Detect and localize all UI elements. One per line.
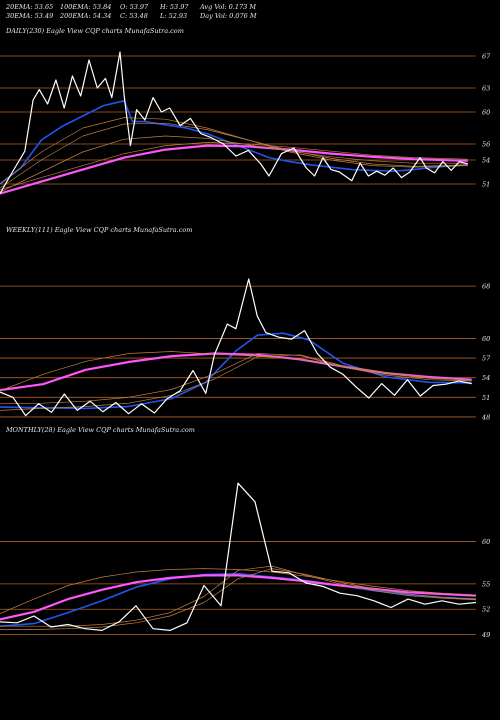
low-stat: L: 52.93	[160, 12, 188, 20]
daily-series-ema_long-1	[0, 144, 468, 195]
monthly-series-price-5	[0, 482, 477, 631]
daily-chart: DAILY(230) Eagle View CQP charts MunafaS…	[0, 27, 491, 195]
day-vol-stat: Day Vol: 0.076 M	[200, 12, 257, 20]
weekly-ytick-51: 51	[482, 394, 490, 402]
monthly-ytick-49: 49	[481, 631, 490, 639]
weekly-chart: WEEKLY(111) Eagle View CQP charts Munafa…	[0, 226, 491, 421]
weekly-series-price-5	[0, 278, 472, 417]
monthly-chart: MONTHLY(28) Eagle View CQP charts Munafa…	[0, 426, 490, 639]
high-stat: H: 53.97	[160, 3, 189, 11]
monthly-series-ema_long-1	[0, 574, 477, 621]
weekly-series-ema_long-1	[0, 352, 472, 392]
daily-ytick-60: 60	[482, 109, 490, 117]
daily-series-ema_mid-4	[0, 135, 468, 193]
daily-series-ema_mid-5	[0, 142, 468, 190]
weekly-series-ema_short-0	[0, 332, 472, 410]
weekly-series-ema_mid-2	[0, 351, 472, 392]
avg-vol-stat: Avg Vol: 0.173 M	[200, 3, 257, 11]
monthly-series-ema_mid-3	[0, 565, 477, 627]
weekly-ytick-60: 60	[482, 335, 490, 343]
weekly-ytick-68: 68	[482, 283, 490, 291]
ema30-stat: 30EMA: 53.49	[6, 12, 54, 20]
monthly-series-ema_mid-2	[0, 568, 477, 614]
monthly-series-ema_mid-4	[0, 568, 477, 630]
daily-chart-title: DAILY(230) Eagle View CQP charts MunafaS…	[5, 27, 184, 35]
weekly-series-ema_mid-3	[0, 353, 472, 405]
monthly-ytick-52: 52	[482, 606, 490, 614]
monthly-series-ema_short-0	[0, 572, 477, 627]
close-stat: C: 53.48	[120, 12, 148, 20]
daily-ytick-51: 51	[482, 181, 490, 189]
monthly-ytick-60: 60	[482, 538, 490, 546]
monthly-ytick-55: 55	[482, 580, 490, 588]
ema200-stat: 200EMA: 54.34	[60, 12, 112, 20]
weekly-series-ema_mid-4	[0, 354, 472, 411]
daily-ytick-56: 56	[482, 141, 490, 149]
ema100-stat: 100EMA: 53.84	[60, 3, 112, 11]
daily-series-ema_mid-3	[0, 122, 468, 189]
weekly-chart-title: WEEKLY(111) Eagle View CQP charts Munafa…	[6, 226, 192, 234]
weekly-ytick-48: 48	[481, 413, 490, 421]
weekly-ytick-54: 54	[482, 374, 490, 382]
weekly-ytick-57: 57	[482, 355, 491, 363]
monthly-chart-title: MONTHLY(28) Eagle View CQP charts Munafa…	[5, 426, 195, 434]
daily-ytick-54: 54	[482, 157, 490, 165]
daily-ytick-63: 63	[482, 85, 490, 93]
daily-series-price-6	[0, 51, 468, 194]
daily-series-ema_mid-2	[0, 117, 468, 185]
open-stat: O: 53.97	[120, 3, 149, 11]
ema20-stat: 20EMA: 53.65	[6, 3, 54, 11]
header-stats: 20EMA: 53.65 100EMA: 53.84 O: 53.97 H: 5…	[0, 0, 500, 24]
daily-ytick-67: 67	[482, 53, 491, 61]
